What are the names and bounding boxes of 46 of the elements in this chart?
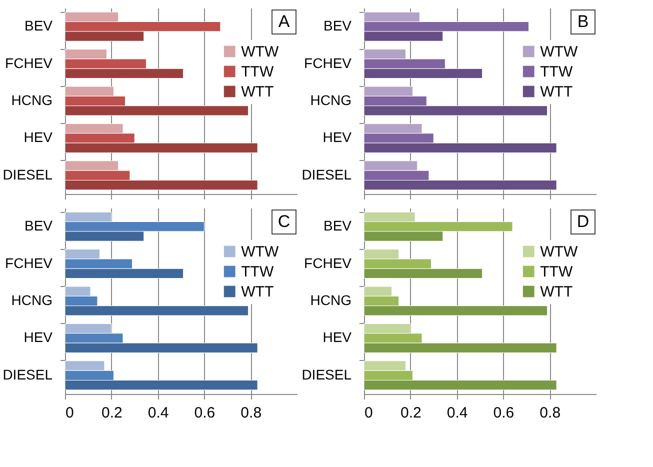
x-tick-label: 0: [66, 404, 74, 422]
legend-label: WTW: [540, 44, 578, 60]
y-tick-label: HEV: [322, 129, 352, 146]
legend-label: WTT: [241, 84, 274, 100]
x-tick-label: 0.2: [400, 404, 422, 422]
legend-label: WTT: [540, 284, 573, 300]
legend-label: WTT: [241, 284, 274, 300]
x-tick-label: 0.8: [240, 404, 262, 422]
annotation: A: [278, 12, 290, 31]
y-tick-label: HEV: [24, 329, 54, 346]
y-tick-label: HCNG: [310, 292, 352, 308]
x-tick-label: 0.2: [101, 404, 122, 422]
y-tick-label: FCHEV: [5, 254, 54, 271]
legend-label: WTW: [241, 44, 280, 60]
legend-label: TTW: [241, 264, 274, 280]
y-tick-label: BEV: [323, 218, 352, 234]
y-tick-label: FCHEV: [304, 54, 352, 71]
x-tick-label: 0.4: [446, 404, 468, 422]
legend-label: WTW: [241, 244, 280, 260]
x-tick-label: 0: [364, 404, 373, 422]
y-tick-label: DIESEL: [2, 366, 53, 382]
y-tick-label: DIESEL: [2, 166, 53, 182]
legend-label: WTT: [540, 84, 573, 100]
y-tick-label: BEV: [24, 18, 54, 34]
y-tick-label: HCNG: [11, 292, 52, 308]
legend-label: WTW: [540, 244, 578, 260]
legend-label: TTW: [540, 64, 574, 80]
annotation: B: [577, 12, 589, 31]
y-tick-label: HCNG: [11, 92, 52, 108]
x-tick-label: 0.8: [540, 404, 561, 422]
y-tick-label: FCHEV: [5, 54, 54, 71]
y-tick-label: HEV: [24, 129, 54, 146]
y-tick-label: HCNG: [310, 92, 352, 108]
x-tick-label: 0.4: [148, 404, 169, 422]
annotation: C: [278, 212, 290, 231]
y-tick-label: DIESEL: [302, 366, 352, 382]
y-tick-label: HEV: [322, 329, 352, 346]
y-tick-label: BEV: [24, 218, 54, 234]
y-tick-label: FCHEV: [304, 254, 352, 271]
x-tick-label: 0.6: [493, 404, 514, 422]
legend-label: TTW: [540, 264, 574, 280]
annotation: D: [576, 212, 590, 231]
y-tick-label: BEV: [323, 18, 352, 34]
x-tick-label: 0.6: [194, 404, 216, 422]
legend-label: TTW: [241, 64, 274, 80]
y-tick-label: DIESEL: [302, 166, 352, 182]
